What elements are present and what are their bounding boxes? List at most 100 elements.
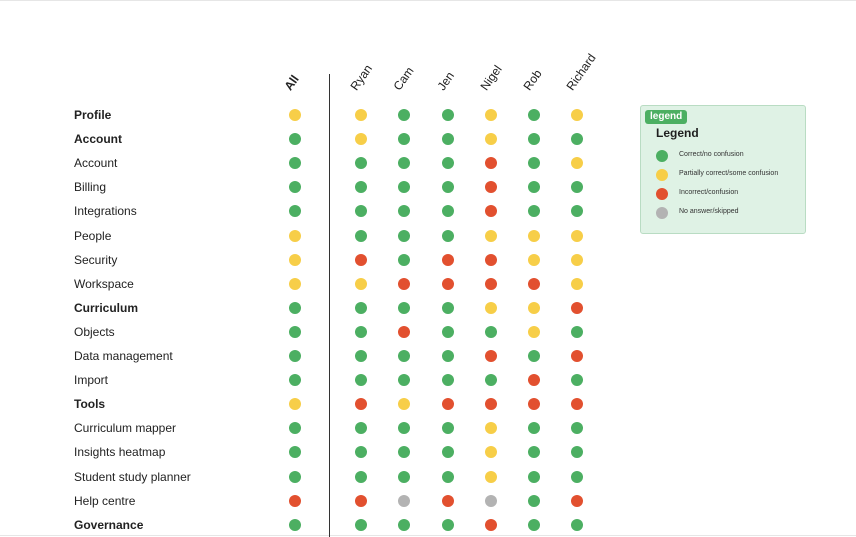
result-dot [355,446,367,459]
result-dot [485,205,497,218]
result-dot [398,205,410,218]
result-dot [571,205,583,218]
result-dot [485,301,497,314]
result-dot [355,301,367,314]
legend-item-label: No answer/skipped [679,208,739,215]
result-dot [289,253,301,266]
row-label: Security [74,252,118,267]
section-label: Governance [74,517,144,532]
result-dot [571,301,583,314]
row-label: Help centre [74,493,136,508]
grey-dot-icon [656,207,668,219]
result-dot [289,133,301,146]
result-dot [289,350,301,362]
result-dot [571,325,583,338]
row-label: Integrations [74,204,137,219]
column-header-ryan: Ryan [347,62,376,93]
row-label: People [74,228,112,243]
row-label: Account [74,156,118,171]
result-dot [398,350,410,362]
result-dot [571,446,583,459]
result-dot [485,518,497,531]
red-dot-icon [656,188,668,200]
result-dot [528,205,540,218]
result-dot [571,350,583,362]
result-dot [485,446,497,459]
result-dot [528,422,540,435]
row-label: Insights heatmap [74,445,166,460]
result-dot [355,350,367,362]
result-dot [571,253,583,266]
column-header-richard: Richard [563,51,599,93]
result-dot [442,398,454,411]
result-dot [485,229,497,242]
row-label: Billing [74,180,107,195]
result-dot [571,277,583,290]
result-dot [355,277,367,290]
result-dot [398,277,410,290]
result-dot [398,494,410,507]
result-dot [289,518,301,531]
result-dot [398,181,410,194]
result-dot [528,301,540,314]
result-dot [289,109,301,121]
legend-tag: legend [645,110,688,124]
result-dot [528,229,540,242]
result-dot [398,253,410,266]
result-dot [442,470,454,483]
result-dot [355,374,367,387]
result-dot [528,350,540,362]
result-dot [355,398,367,411]
result-dot [289,446,301,459]
result-dot [398,109,410,121]
section-label: Curriculum [74,300,139,315]
legend-card[interactable]: legend Legend Correct/no confusion Parti… [640,105,806,234]
result-dot [355,133,367,146]
result-dot [528,494,540,507]
result-dot [485,133,497,146]
result-dot [571,181,583,194]
result-dot [398,301,410,314]
yellow-dot-icon [656,169,668,181]
result-dot [289,374,301,387]
result-dot [485,157,497,170]
result-dot [485,277,497,290]
result-dot [355,229,367,242]
result-dot [355,325,367,338]
column-header-cam: Cam [390,64,417,93]
result-dot [398,446,410,459]
result-dot [571,470,583,483]
result-dot [355,205,367,218]
result-dot [528,157,540,170]
result-dot [528,518,540,531]
result-dot [355,518,367,531]
result-dot [528,253,540,266]
result-dot [485,374,497,387]
result-dot [355,181,367,194]
section-label: Tools [74,397,106,412]
result-dot [571,109,583,121]
result-dot [528,398,540,411]
result-dot [442,325,454,338]
result-dot [289,470,301,483]
result-dot [289,181,301,194]
column-header-nigel: Nigel [477,62,505,93]
row-label: Import [74,373,109,388]
result-dot [289,494,301,507]
result-dot [289,277,301,290]
result-dot [398,157,410,170]
result-dot [442,422,454,435]
legend-item-label: Correct/no confusion [679,151,744,158]
result-dot [571,398,583,411]
result-dot [485,422,497,435]
result-dot [398,470,410,483]
result-dot [442,157,454,170]
result-dot [442,229,454,242]
result-dot [398,133,410,146]
result-dot [289,398,301,411]
result-dot [528,325,540,338]
result-dot [571,229,583,242]
result-dot [398,422,410,435]
result-dot [571,422,583,435]
